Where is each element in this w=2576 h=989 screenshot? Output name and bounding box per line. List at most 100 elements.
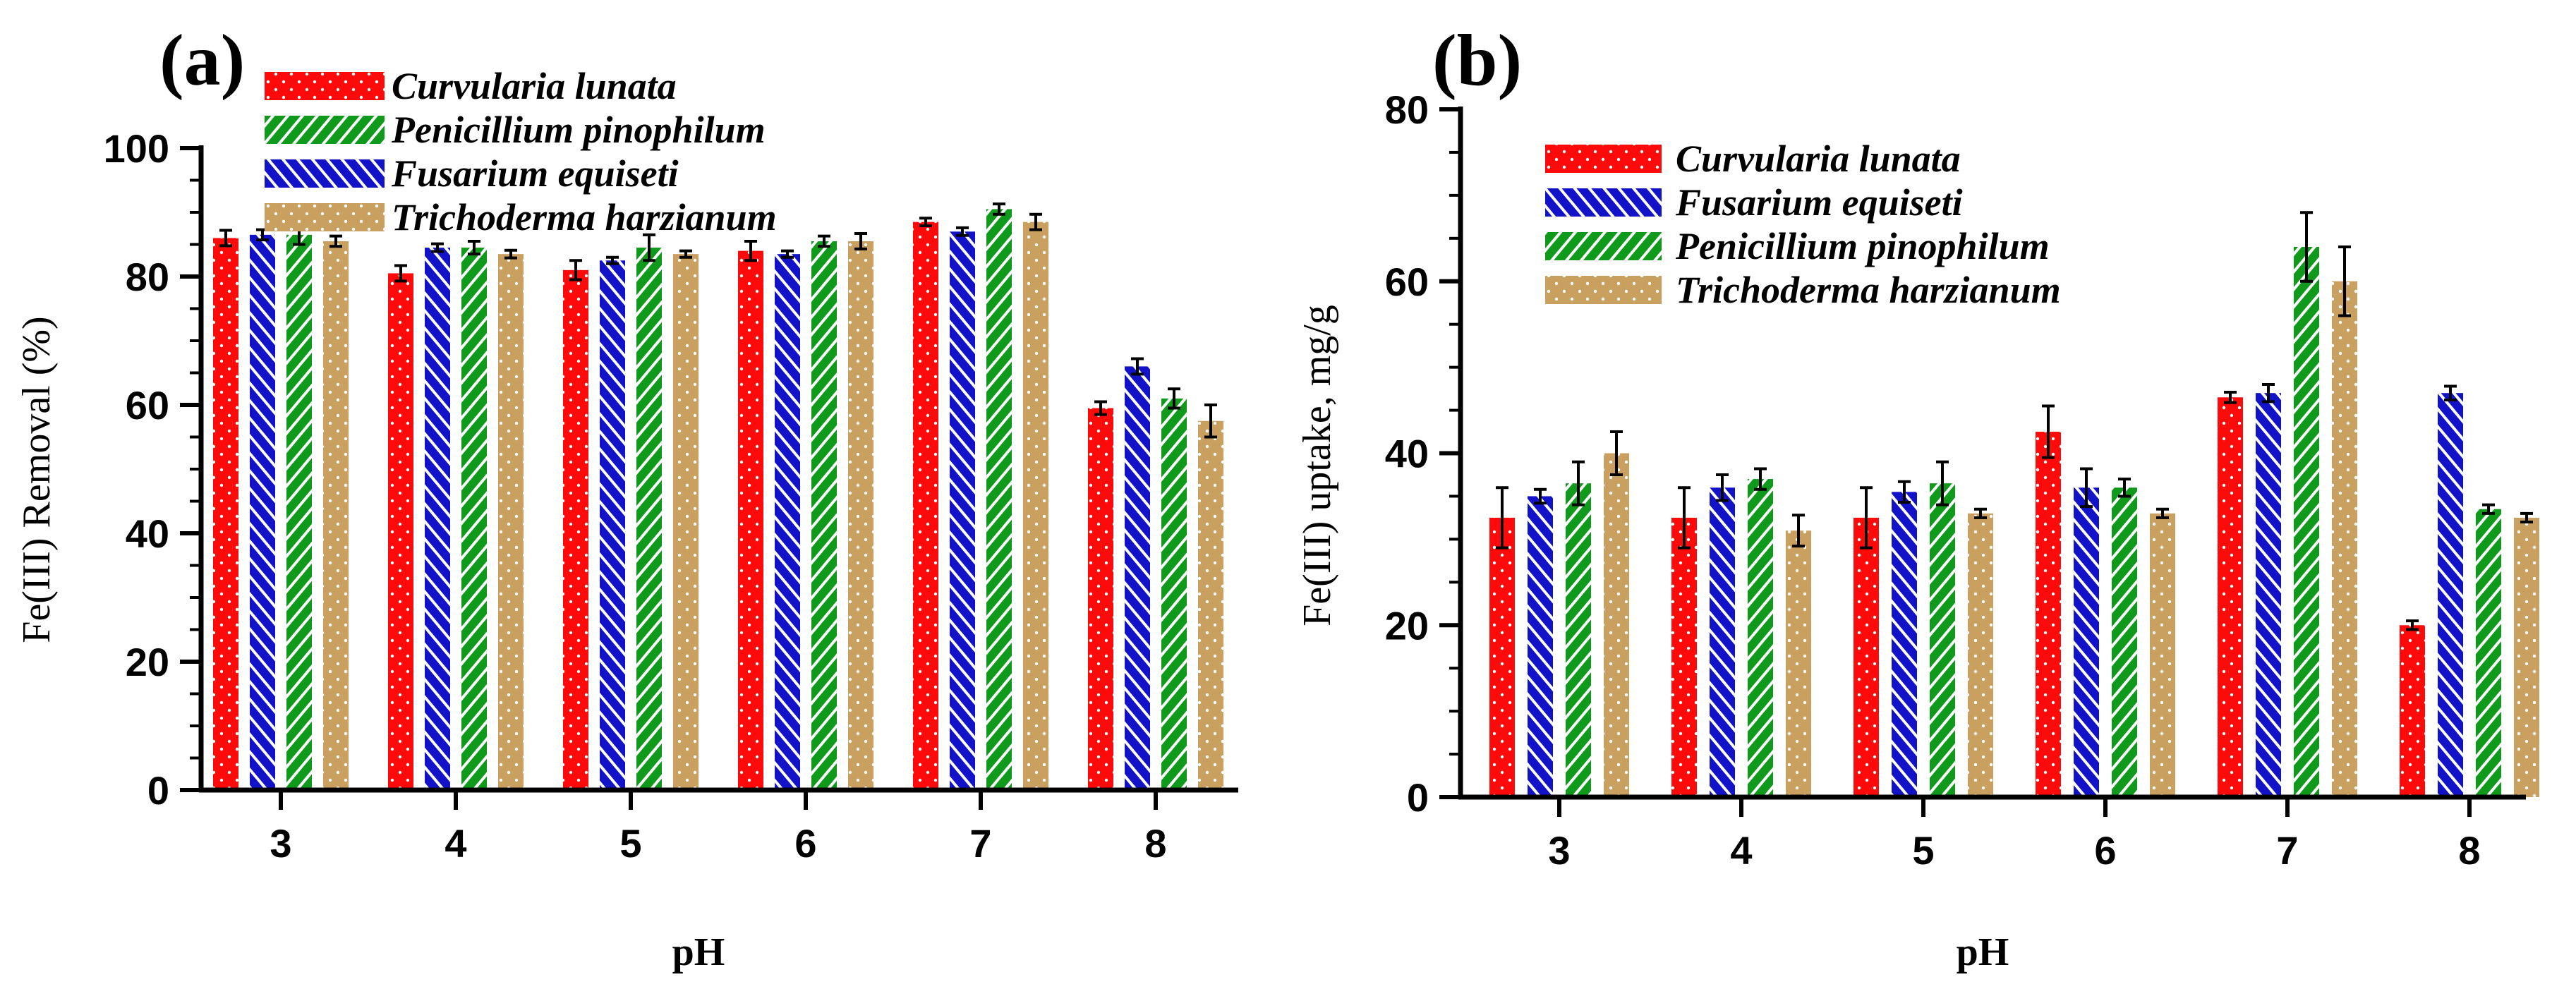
legend-swatch-penicillium	[265, 116, 385, 144]
bar-curvularia	[213, 238, 238, 790]
y-tick-label: 60	[126, 383, 169, 427]
y-tick-label: 0	[1407, 775, 1429, 820]
error-bar	[679, 249, 692, 259]
bar-fusarium	[250, 234, 275, 791]
bar-fusarium	[2438, 393, 2463, 797]
x-tick-label: 8	[1144, 821, 1166, 866]
panel-b-bars	[1489, 247, 2539, 797]
legend-label-penicillium: Penicillium pinophilum	[391, 109, 766, 151]
bar-curvularia	[913, 222, 938, 790]
bar-fusarium	[600, 260, 625, 790]
panel-a-y-axis-title: Fe(III) Removal (%)	[15, 316, 59, 643]
x-tick-label: 8	[2458, 828, 2480, 873]
bar-curvularia	[1088, 408, 1113, 790]
bar-penicillium	[1161, 398, 1187, 790]
error-bar	[1204, 404, 1217, 439]
legend-label-penicillium: Penicillium pinophilum	[1675, 225, 2050, 267]
panel-b-y-axis-title: Fe(III) uptake, mg/g	[1295, 305, 1339, 626]
bar-trichoderma	[323, 241, 349, 790]
error-bar	[1131, 357, 1144, 376]
error-bar	[1792, 514, 1805, 548]
error-bar	[606, 255, 619, 265]
x-tick-label: 5	[1912, 828, 1934, 873]
bar-curvularia	[388, 273, 413, 790]
bar-trichoderma	[1023, 222, 1048, 790]
error-bar	[1754, 467, 1767, 491]
bar-curvularia	[2218, 397, 2243, 797]
error-bar	[1029, 212, 1042, 231]
legend-swatch-penicillium	[1545, 232, 1662, 260]
y-tick-label: 80	[126, 255, 169, 299]
bar-penicillium	[461, 248, 487, 790]
bar-trichoderma	[673, 254, 699, 790]
panel-a-bars	[213, 209, 1223, 791]
bar-fusarium	[950, 231, 975, 790]
error-bar	[2338, 245, 2351, 317]
error-bar	[2118, 478, 2131, 498]
error-bar	[818, 234, 830, 248]
bar-curvularia	[1671, 517, 1697, 797]
error-bar	[504, 248, 517, 260]
x-tick-label: 7	[969, 821, 991, 866]
error-bar	[1716, 473, 1729, 502]
bar-curvularia	[1854, 517, 1879, 797]
y-tick-label: 60	[1385, 260, 1429, 304]
bar-curvularia	[738, 250, 763, 791]
y-tick-label: 40	[1385, 432, 1429, 476]
error-bar	[1610, 430, 1623, 476]
bar-trichoderma	[1786, 530, 1811, 797]
x-tick-label: 6	[2094, 828, 2116, 873]
bar-penicillium	[1930, 483, 1955, 797]
legend-label-trichoderma: Trichoderma harzianum	[392, 196, 777, 238]
bar-penicillium	[2476, 509, 2501, 797]
error-bar	[854, 232, 867, 250]
panel-a-y-ticks: 0 20 40 60 80 100	[104, 126, 201, 813]
error-bar	[2224, 390, 2237, 404]
legend-label-fusarium: Fusarium equiseti	[391, 152, 679, 195]
panel-a-label: (a)	[159, 20, 245, 101]
panel-a-error-bars	[219, 202, 1217, 439]
x-tick-label: 6	[794, 821, 816, 866]
y-tick-label: 40	[126, 511, 169, 556]
bar-fusarium	[1892, 492, 1917, 797]
bar-curvularia	[1489, 517, 1515, 797]
legend-label-trichoderma: Trichoderma harzianum	[1676, 269, 2061, 311]
panel-b-label: (b)	[1432, 20, 1522, 101]
legend-swatch-fusarium	[1545, 188, 1662, 217]
error-bar	[219, 229, 232, 248]
bar-trichoderma	[1198, 420, 1223, 790]
bar-penicillium	[1566, 483, 1591, 797]
panel-b-x-axis-title: pH	[1957, 930, 2009, 974]
bar-trichoderma	[2332, 281, 2357, 797]
error-bar	[1678, 486, 1691, 550]
panel-b: 0 20 40 60 80 3 4 5 6 7 8 Fe(III) uptake, mg/g pH…	[1295, 20, 2539, 974]
error-bar	[1936, 460, 1949, 506]
error-bar	[2444, 384, 2457, 401]
bar-trichoderma	[498, 254, 524, 790]
legend-label-fusarium: Fusarium equiseti	[1675, 181, 1963, 224]
error-bar	[394, 264, 407, 283]
bar-fusarium	[425, 248, 450, 790]
error-bar	[468, 239, 480, 256]
x-tick-label: 4	[445, 821, 466, 866]
error-bar	[956, 226, 969, 237]
error-bar	[993, 202, 1005, 216]
bar-fusarium	[2256, 393, 2281, 797]
bar-curvularia	[2400, 625, 2425, 797]
x-tick-label: 3	[1548, 828, 1570, 873]
bar-curvularia	[2036, 432, 2061, 797]
error-bar	[1860, 486, 1873, 550]
bar-penicillium	[811, 241, 837, 790]
bar-penicillium	[986, 209, 1012, 790]
error-bar	[569, 259, 582, 281]
error-bar	[2520, 511, 2533, 523]
panel-a-x-axis-title: pH	[672, 930, 725, 974]
panel-b-y-ticks: 0 20 40 60 80	[1385, 87, 1461, 820]
error-bar	[2482, 503, 2495, 515]
bar-trichoderma	[848, 241, 873, 790]
error-bar	[1168, 387, 1180, 410]
error-bar	[1094, 400, 1107, 416]
panel-b-x-ticks: 3 4 5 6 7 8	[1548, 797, 2481, 873]
